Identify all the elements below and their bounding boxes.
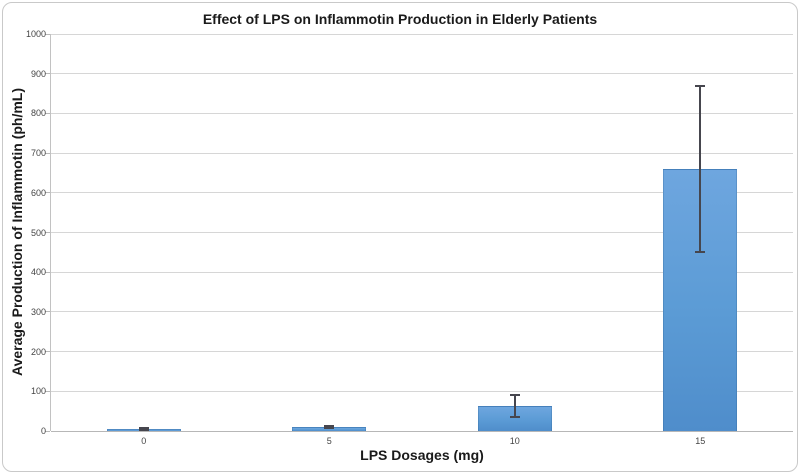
y-tick-label: 0 [40,426,46,436]
y-tick-mark [45,232,50,233]
y-tick-label: 800 [30,108,46,119]
gridline [51,390,793,392]
y-tick-label: 300 [30,306,46,317]
gridline [51,112,793,114]
y-tick-mark [45,271,50,273]
gridline [51,311,793,313]
error-bar-lps-5mg [324,425,335,429]
y-tick-mark [45,430,50,432]
error-bar-lps-15mg [695,84,706,254]
y-tick-mark [45,152,50,154]
plot-area: 0 100 200 300 400 500 600 700 800 900 1000 0 5 10 15 [26,29,793,446]
y-tick-label: 1000 [25,29,46,39]
error-bar-cap-bottom [695,251,706,254]
error-bar-lps-10mg [509,393,520,419]
error-bar-cap-top [138,427,149,430]
y-tick-label: 500 [30,227,46,238]
error-bar-cap-bottom [138,428,149,431]
gridline [51,351,793,353]
gridline [51,271,793,273]
error-bar-cap-bottom [509,416,520,419]
y-tick-mark [45,112,50,114]
error-bar-cap-top [695,84,706,87]
y-tick-mark [45,73,50,75]
y-tick-label: 900 [30,68,46,79]
x-tick-label: 15 [695,436,706,446]
gridline [51,33,793,35]
error-bar-cap-top [509,393,520,396]
y-tick-mark [45,192,50,194]
y-tick-mark [45,33,50,35]
x-axis-title: LPS Dosages (mg) [360,447,484,463]
y-tick-label: 600 [30,187,46,198]
error-bar-cap-top [324,425,335,428]
y-tick-label: 200 [30,346,46,357]
error-bar-cap-bottom [324,427,335,429]
error-bar-lps-0mg [138,427,149,431]
y-tick-mark [45,390,50,392]
y-axis-line [50,34,51,431]
gridline [51,73,793,75]
x-tick-label: 5 [326,436,332,446]
x-tick-label: 0 [141,436,147,446]
y-tick-mark [45,311,50,313]
gridline [51,152,793,154]
chart-title: Effect of LPS on Inflammotin Production … [202,11,598,27]
gridline [51,232,793,233]
y-tick-label: 100 [30,386,46,397]
y-tick-label: 400 [30,267,46,278]
y-tick-label: 700 [30,148,46,159]
x-tick-label: 10 [509,436,520,446]
x-axis-line [51,430,793,432]
y-tick-mark [45,351,50,353]
gridline [51,192,793,194]
